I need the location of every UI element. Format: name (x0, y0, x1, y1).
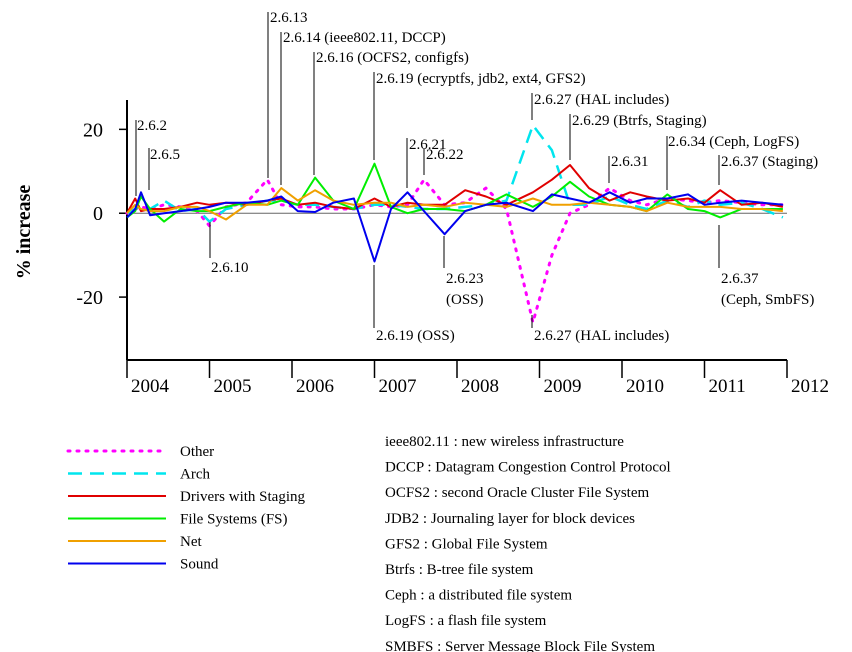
series-line (126, 187, 784, 221)
series-line (126, 123, 784, 223)
annotation: 2.6.37 (721, 271, 759, 287)
annotation: (Ceph, SmbFS) (721, 292, 814, 308)
annotation: 2.6.31 (611, 154, 649, 170)
annotation: 2.6.23 (446, 271, 484, 287)
glossary-entry: LogFS : a flash file system (385, 613, 547, 629)
legend-label: Drivers with Staging (180, 489, 305, 505)
glossary-entry: ieee802.11 : new wireless infrastructure (385, 434, 624, 450)
annotation: 2.6.29 (Btrfs, Staging) (572, 113, 707, 129)
x-tick-label: 2007 (379, 376, 417, 397)
annotation: 2.6.34 (Ceph, LogFS) (668, 134, 799, 150)
y-tick-label: 20 (83, 119, 103, 141)
annotation: 2.6.10 (211, 260, 249, 276)
glossary-entry: SMBFS : Server Message Block File System (385, 639, 655, 652)
annotation: 2.6.14 (ieee802.11, DCCP) (283, 30, 446, 46)
legend-label: Sound (180, 557, 219, 573)
y-tick-label: 0 (93, 203, 103, 225)
annotation: 2.6.2 (137, 118, 167, 134)
legend-label: File Systems (FS) (180, 512, 288, 528)
y-tick-label: -20 (76, 287, 103, 309)
x-tick-label: 2009 (544, 376, 582, 397)
x-tick-label: 2008 (461, 376, 499, 397)
x-tick-label: 2006 (296, 376, 334, 397)
glossary-entry: OCFS2 : second Oracle Cluster File Syste… (385, 485, 649, 501)
annotation: 2.6.16 (OCFS2, configfs) (316, 50, 469, 66)
legend-label: Net (180, 534, 202, 550)
glossary-entry: JDB2 : Journaling layer for block device… (385, 511, 635, 527)
x-tick-label: 2012 (791, 376, 829, 397)
x-tick-label: 2010 (626, 376, 664, 397)
y-axis-label: % increase (13, 185, 35, 280)
x-tick-label: 2005 (214, 376, 252, 397)
annotation: 2.6.5 (150, 147, 180, 163)
series-line (126, 191, 784, 263)
annotation: 2.6.27 (HAL includes) (534, 92, 669, 108)
annotation: 2.6.19 (ecryptfs, jdb2, ext4, GFS2) (376, 71, 586, 87)
series-line (126, 164, 784, 214)
legend-label: Arch (180, 467, 210, 483)
annotation: (OSS) (446, 292, 484, 308)
annotation: 2.6.13 (270, 10, 308, 26)
legend-label: Other (180, 444, 214, 460)
annotation: 2.6.22 (426, 147, 464, 163)
series-line (126, 162, 783, 223)
glossary-entry: GFS2 : Global File System (385, 536, 548, 552)
glossary-entry: DCCP : Datagram Congestion Control Proto… (385, 460, 671, 476)
x-tick-label: 2011 (709, 376, 746, 397)
glossary-entry: Btrfs : B-tree file system (385, 562, 534, 578)
annotation: 2.6.21 (409, 137, 447, 153)
x-tick-label: 2004 (131, 376, 170, 397)
annotation: 2.6.37 (Staging) (721, 154, 818, 170)
annotation: 2.6.19 (OSS) (376, 328, 455, 344)
glossary-entry: Ceph : a distributed file system (385, 588, 572, 604)
annotation: 2.6.27 (HAL includes) (534, 328, 669, 344)
